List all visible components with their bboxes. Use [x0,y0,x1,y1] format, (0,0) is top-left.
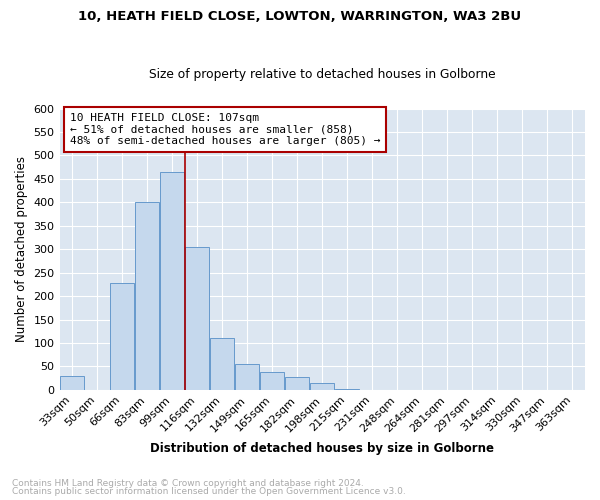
Text: 10, HEATH FIELD CLOSE, LOWTON, WARRINGTON, WA3 2BU: 10, HEATH FIELD CLOSE, LOWTON, WARRINGTO… [79,10,521,23]
Bar [310,384,334,390]
Bar [160,172,184,390]
Title: Size of property relative to detached houses in Golborne: Size of property relative to detached ho… [149,68,496,81]
Bar [260,372,284,390]
Y-axis label: Number of detached properties: Number of detached properties [15,156,28,342]
Bar [286,376,309,390]
Bar [335,389,359,390]
Bar [185,247,209,390]
Bar [210,338,234,390]
Text: 10 HEATH FIELD CLOSE: 107sqm
← 51% of detached houses are smaller (858)
48% of s: 10 HEATH FIELD CLOSE: 107sqm ← 51% of de… [70,113,380,146]
Text: Contains HM Land Registry data © Crown copyright and database right 2024.: Contains HM Land Registry data © Crown c… [12,478,364,488]
Bar [110,283,134,390]
Bar [135,202,159,390]
Bar [60,376,84,390]
Bar [235,364,259,390]
X-axis label: Distribution of detached houses by size in Golborne: Distribution of detached houses by size … [150,442,494,455]
Text: Contains public sector information licensed under the Open Government Licence v3: Contains public sector information licen… [12,487,406,496]
